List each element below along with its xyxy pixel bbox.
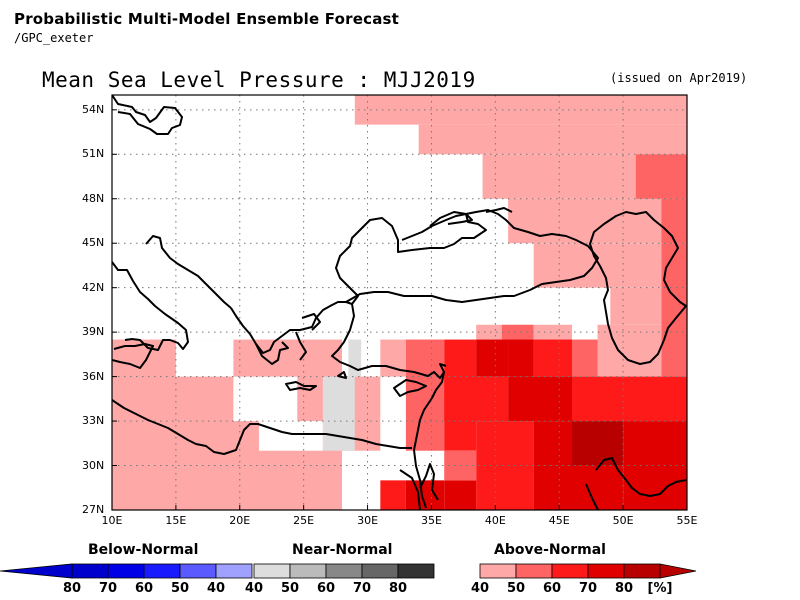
legend-label-above: 60	[542, 581, 562, 596]
lat-label: 48N	[82, 191, 105, 205]
coastline-cyprus	[393, 379, 427, 397]
shading-cell	[533, 243, 662, 288]
legend-label-below: 40	[206, 581, 226, 596]
lat-label: 27N	[82, 503, 105, 516]
legend-label-near: 60	[316, 581, 336, 596]
legend-label-above: 70	[578, 581, 598, 596]
lat-label: 51N	[82, 147, 105, 161]
legend-label-near: 80	[388, 581, 408, 596]
coastline-arabia-south	[585, 483, 599, 510]
shading-cell	[348, 339, 362, 377]
shading-cell	[508, 376, 572, 422]
legend-label-below: 80	[62, 581, 82, 596]
shading-cell	[476, 339, 509, 377]
legend-near-title: Near-Normal	[292, 542, 393, 558]
shading-cell	[572, 339, 598, 377]
shading-cell	[476, 421, 534, 510]
coastline-italy-peninsula	[112, 261, 189, 351]
legend-label-below: 60	[134, 581, 154, 596]
lat-label: 54N	[82, 102, 105, 116]
lon-label: 30E	[357, 514, 379, 527]
shading-cell	[572, 376, 687, 422]
legend-label-below: 70	[98, 581, 118, 596]
coastline-aqaba	[419, 463, 439, 501]
shading-cell	[418, 124, 687, 155]
legend-below-title: Below-Normal	[88, 542, 199, 558]
coastline-sicily	[112, 343, 154, 369]
legend-label-near: 70	[352, 581, 372, 596]
shading-cell	[380, 480, 406, 510]
shading-cell	[322, 376, 355, 451]
coastlines	[112, 95, 687, 510]
lon-label: 55E	[676, 514, 698, 527]
lat-label: 45N	[82, 236, 105, 250]
shading-cell	[405, 339, 445, 451]
legend-unit: [%]	[647, 581, 673, 596]
map-title: Mean Sea Level Pressure : MJJ2019	[42, 68, 476, 92]
coastline-red-sea-west	[399, 469, 421, 510]
legend-label-below: 50	[170, 581, 190, 596]
lon-label: 35E	[420, 514, 442, 527]
coastline-sinai	[413, 449, 427, 509]
lon-label: 10E	[101, 514, 123, 527]
shading-cell	[572, 465, 624, 510]
legend-label-near: 50	[280, 581, 300, 596]
coastline-adriatic-east	[145, 235, 232, 309]
coastline-black-sea-south	[345, 209, 599, 303]
shading-cell	[597, 324, 662, 377]
shading-cell	[508, 339, 534, 377]
coastline-rhodes	[337, 371, 347, 379]
legend-above-title: Above-Normal	[494, 542, 606, 558]
lon-label: 40E	[484, 514, 506, 527]
coastline-attica	[295, 331, 307, 361]
shading-cell	[572, 421, 624, 466]
map-frame	[111, 94, 688, 511]
coastline-north-africa	[112, 399, 412, 455]
shading-cell	[533, 421, 572, 466]
source-label: /GPC_exeter	[14, 31, 94, 45]
shading-cell	[444, 480, 477, 510]
lon-label: 25E	[293, 514, 315, 527]
shading-cell	[508, 198, 687, 244]
probability-shading	[112, 95, 687, 510]
lon-label: 15E	[165, 514, 187, 527]
shading-cell	[635, 154, 687, 199]
shading-cell	[533, 465, 572, 510]
coastline-caspian	[589, 211, 687, 365]
coastline-italy	[112, 95, 183, 135]
shading-cell	[610, 287, 662, 325]
coastline-azov	[485, 207, 513, 213]
coastline-levant	[413, 371, 445, 451]
shading-cell	[533, 339, 572, 377]
lon-label: 20E	[229, 514, 251, 527]
legend-label-near: 40	[244, 581, 264, 596]
no-signal-cell	[175, 339, 234, 377]
coastline-turkey-south	[331, 303, 447, 379]
legend-label-above: 80	[614, 581, 634, 596]
coastline-peloponnese	[255, 341, 289, 365]
shading-cell	[444, 376, 509, 422]
lat-label: 36N	[82, 369, 105, 383]
lat-label: 42N	[82, 280, 105, 294]
lat-label: 39N	[82, 325, 105, 339]
issued-date: (issued on Apr2019)	[610, 71, 748, 85]
coastline-arabia-gulf	[595, 457, 687, 497]
coastline-euboea	[301, 313, 321, 331]
lat-label: 30N	[82, 458, 105, 472]
product-title: Probabilistic Multi-Model Ensemble Forec…	[14, 10, 400, 28]
lon-label: 50E	[612, 514, 634, 527]
legend-label-above: 40	[470, 581, 490, 596]
coastline-crimea	[429, 211, 473, 227]
no-signal-cell	[258, 421, 323, 451]
coastline-crete	[285, 381, 317, 391]
lon-label: 45E	[548, 514, 570, 527]
axis-ticks	[111, 109, 688, 511]
shading-cell	[661, 198, 687, 244]
legend-label-above: 50	[506, 581, 526, 596]
coastline-greece	[230, 213, 487, 354]
lat-label: 33N	[82, 414, 105, 428]
